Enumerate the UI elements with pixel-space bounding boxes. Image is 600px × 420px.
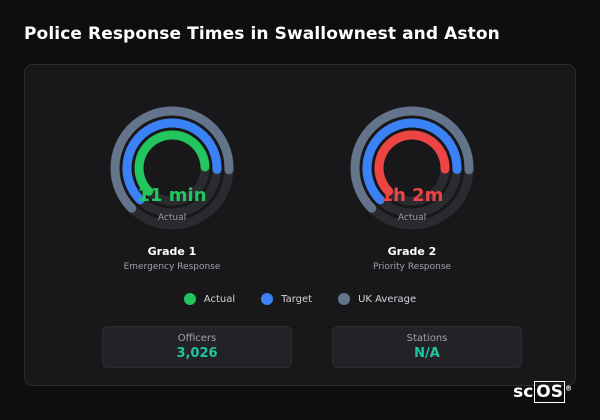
legend-label: Actual [203,293,236,305]
gauge-value: 11 min [137,185,207,206]
stat-value: 3,026 [176,346,218,361]
stat-value: N/A [414,346,440,361]
uk-average-arc [110,106,234,213]
logo-text-sc: sc [513,382,534,402]
registered-mark-icon: ® [565,384,572,393]
uk-average-arc [350,106,474,213]
legend-dot-uk-average [338,293,351,305]
actual-arc [134,130,210,196]
legend-label: Target [281,293,313,305]
legend-dot-target [261,293,274,305]
legend-item-uk-average: UK Average [338,293,416,305]
gauge-grade-2: 1h 2m Actual [347,103,477,273]
gauge-value: 1h 2m [380,185,444,206]
page-title: Police Response Times in Swallownest and… [24,24,500,44]
legend-item-target: Target [261,293,312,305]
gauge-title-grade-1: Grade 1 [147,245,197,258]
gauge-rings-grade-2 [350,106,474,230]
actual-arc [374,130,450,196]
gauge-value-label: Actual [157,213,187,223]
gauge-grade-1: 11 min Actual [107,103,237,273]
stat-officers: Officers 3,026 [102,326,292,368]
legend-label: UK Average [358,293,417,305]
gauge-value-label: Actual [397,213,427,223]
gauge-subtitle-grade-1: Emergency Response [123,262,221,272]
target-arc [362,118,462,205]
logo-text-os: OS [534,381,565,403]
legend-item-actual: Actual [183,293,236,305]
scos-logo: sc OS ® [513,381,572,403]
stat-label: Stations [406,333,448,344]
gauge-rings-grade-1 [110,106,234,230]
stat-label: Officers [177,333,217,344]
gauge-subtitle-grade-2: Priority Response [372,262,452,272]
legend: Actual Target UK Average [25,293,575,305]
legend-dot-actual [183,293,196,305]
gauge-title-grade-2: Grade 2 [387,245,437,258]
stat-stations: Stations N/A [332,326,522,368]
response-times-card: 11 min Actual Grade 1 Emergency Response… [24,64,576,386]
target-arc [122,118,222,205]
